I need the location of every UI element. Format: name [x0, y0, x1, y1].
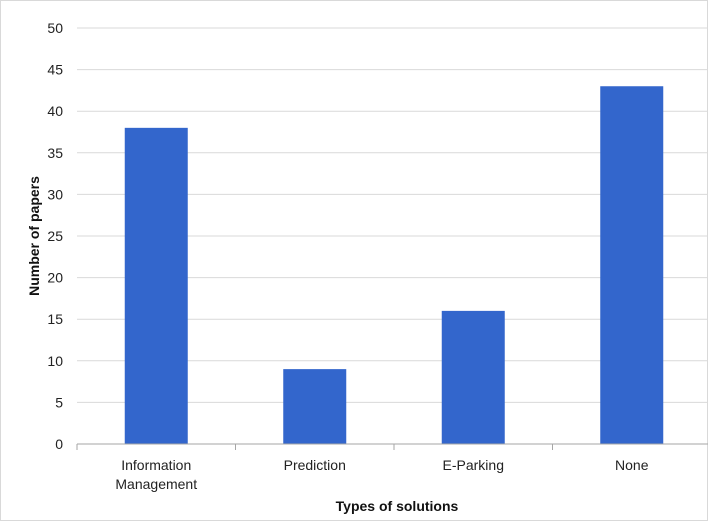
y-tick-label: 30 [47, 186, 63, 202]
y-tick-label: 40 [47, 103, 63, 119]
bar [600, 86, 664, 445]
x-category-label: Information Management [115, 457, 197, 492]
y-tick-label: 5 [55, 394, 63, 410]
y-axis-title: Number of papers [26, 176, 42, 296]
bar [441, 310, 505, 444]
x-category-label: None [615, 457, 649, 473]
y-tick-label: 10 [47, 353, 63, 369]
x-axis-title: Types of solutions [336, 498, 459, 514]
y-tick-label: 25 [47, 228, 63, 244]
x-category-labels: Information Management Prediction E-Parking… [115, 457, 648, 492]
y-tick-label: 0 [55, 436, 63, 452]
bars [124, 86, 664, 445]
y-tick-label: 15 [47, 311, 63, 327]
y-tick-label: 50 [47, 20, 63, 36]
x-category-label: Prediction [284, 457, 346, 473]
axes [76, 443, 708, 450]
bar [124, 127, 188, 444]
y-tick-label: 45 [47, 62, 63, 78]
y-tick-label: 35 [47, 145, 63, 161]
y-tick-labels: 0 5 10 15 20 25 30 35 40 45 50 [47, 20, 63, 452]
x-category-label: E-Parking [443, 457, 504, 473]
bar [283, 369, 347, 444]
y-tick-label: 20 [47, 270, 63, 286]
